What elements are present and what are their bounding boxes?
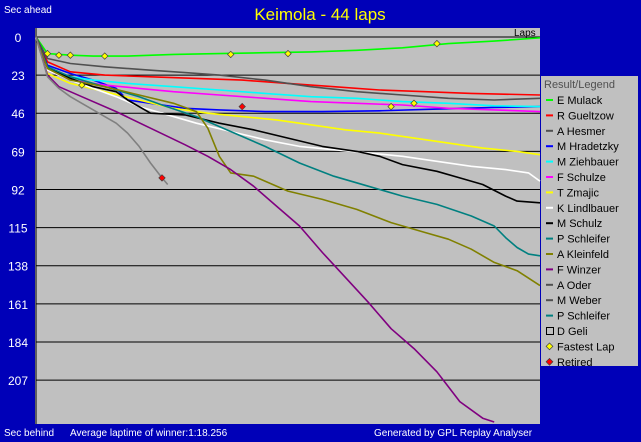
series-lines	[35, 36, 541, 423]
legend-label: F Schulze	[557, 172, 606, 184]
chart-title: Keimola - 44 laps	[254, 5, 385, 24]
legend: E Mulack R Gueltzow A Hesmer M Hradetzky M Z…	[545, 95, 619, 369]
y-tick-label: 46	[11, 107, 25, 121]
y-tick-labels: 0 23 46 69 92 115 138 161 184 207	[8, 31, 28, 388]
retired-marker	[158, 174, 166, 182]
fastest-lap-marker	[78, 81, 86, 89]
y-bottom-label: Sec behind	[4, 428, 54, 439]
legend-label: A Kleinfeld	[557, 249, 609, 261]
legend-label: T Zmajic	[557, 187, 599, 199]
legend-swatch	[545, 357, 554, 366]
fastest-lap-marker	[43, 49, 52, 58]
footer-average-laptime: Average laptime of winner:1:18.256	[70, 428, 228, 439]
legend-box	[541, 76, 638, 366]
fastest-lap-marker	[410, 99, 418, 107]
x-axis-label: Laps	[514, 28, 536, 39]
legend-swatch	[546, 327, 554, 335]
legend-label: Retired	[557, 357, 592, 369]
y-tick-label: 207	[8, 374, 28, 388]
legend-label: Fastest Lap	[557, 341, 614, 353]
legend-label: F Winzer	[557, 264, 601, 276]
series-line	[35, 36, 541, 182]
retired-marker	[238, 102, 246, 111]
legend-label: P Schleifer	[557, 311, 610, 323]
series-line	[35, 36, 169, 186]
markers	[43, 39, 441, 182]
fastest-lap-marker	[284, 49, 292, 58]
fastest-lap-marker	[66, 51, 75, 59]
y-tick-label: 161	[8, 298, 28, 312]
fastest-lap-marker	[101, 52, 109, 60]
legend-title: Result/Legend	[544, 79, 615, 91]
fastest-lap-marker	[55, 51, 63, 59]
y-tick-label: 23	[11, 69, 25, 83]
series-line	[35, 36, 541, 113]
footer-generated-by: Generated by GPL Replay Analyser	[374, 428, 533, 439]
series-line	[35, 36, 541, 287]
legend-label: D Geli	[557, 326, 588, 338]
legend-label: K Lindlbauer	[557, 203, 619, 215]
fastest-lap-marker	[433, 39, 441, 48]
legend-label: A Hesmer	[557, 126, 606, 138]
y-tick-label: 92	[11, 183, 25, 197]
legend-label: M Ziehbauer	[557, 157, 619, 169]
legend-label: M Hradetzky	[557, 141, 619, 153]
y-top-label: Sec ahead	[4, 5, 52, 16]
legend-label: M Schulz	[557, 218, 602, 230]
series-line	[35, 36, 541, 96]
fastest-lap-marker	[227, 50, 235, 59]
y-tick-label: 0	[15, 31, 22, 45]
series-line	[35, 36, 541, 204]
series-line	[35, 36, 541, 57]
y-tick-label: 138	[8, 260, 28, 274]
y-tick-label: 115	[8, 222, 27, 236]
legend-swatch	[545, 342, 554, 351]
series-line	[35, 36, 541, 101]
legend-label: P Schleifer	[557, 234, 610, 246]
legend-label: R Gueltzow	[557, 110, 614, 122]
y-tick-label: 69	[11, 145, 25, 159]
legend-label: M Weber	[557, 295, 602, 307]
y-tick-label: 184	[8, 336, 28, 350]
series-line	[35, 36, 495, 423]
legend-label: A Oder	[557, 280, 592, 292]
fastest-lap-marker	[387, 102, 395, 111]
legend-label: E Mulack	[557, 95, 603, 107]
